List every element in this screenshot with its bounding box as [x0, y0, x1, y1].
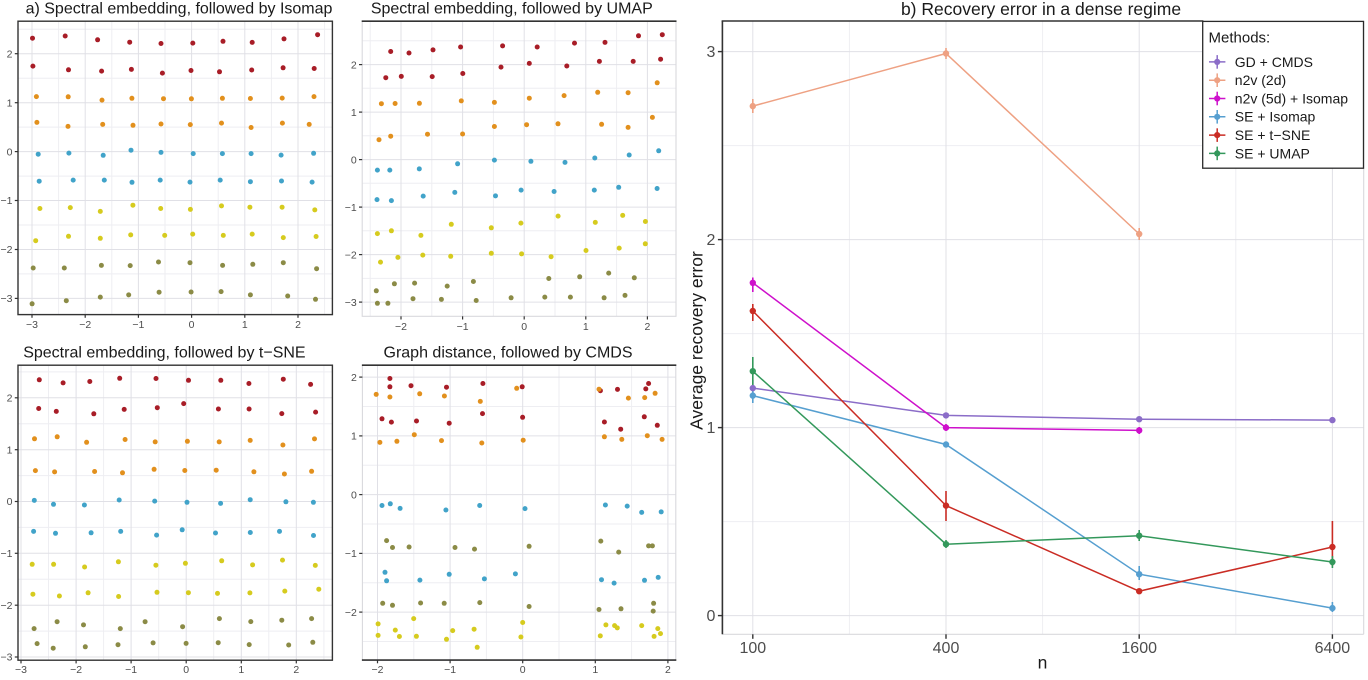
svg-text:−3: −3 — [1, 652, 13, 664]
svg-text:2: 2 — [665, 664, 671, 675]
svg-text:−2: −2 — [345, 607, 357, 619]
svg-text:a) Spectral embedding, followe: a) Spectral embedding, followed by Isoma… — [26, 0, 333, 17]
svg-text:1: 1 — [706, 420, 715, 437]
svg-text:−1: −1 — [1, 548, 13, 560]
svg-text:0: 0 — [706, 608, 715, 625]
svg-text:1: 1 — [7, 444, 13, 456]
svg-text:−3: −3 — [1, 293, 13, 305]
svg-text:−2: −2 — [395, 321, 407, 333]
svg-text:SE + UMAP: SE + UMAP — [1235, 145, 1310, 161]
svg-text:3: 3 — [706, 44, 715, 61]
svg-text:2: 2 — [706, 232, 715, 249]
svg-text:−1: −1 — [345, 202, 357, 214]
svg-text:1: 1 — [583, 321, 589, 333]
svg-text:2: 2 — [351, 59, 357, 71]
svg-text:6400: 6400 — [1315, 640, 1351, 657]
svg-text:2: 2 — [295, 319, 301, 331]
svg-text:n2v (2d): n2v (2d) — [1235, 72, 1286, 88]
svg-text:Graph distance, followed by CM: Graph distance, followed by CMDS — [384, 344, 633, 361]
svg-text:1: 1 — [351, 107, 357, 119]
svg-text:Spectral embedding, followed b: Spectral embedding, followed by t−SNE — [23, 344, 305, 361]
svg-text:GD + CMDS: GD + CMDS — [1235, 54, 1313, 70]
svg-text:−2: −2 — [70, 664, 82, 675]
svg-text:0: 0 — [183, 664, 189, 675]
svg-text:−1: −1 — [125, 664, 137, 675]
svg-text:400: 400 — [933, 640, 960, 657]
svg-text:−1: −1 — [345, 548, 357, 560]
svg-text:1600: 1600 — [1121, 640, 1157, 657]
svg-text:Spectral embedding, followed b: Spectral embedding, followed by UMAP — [371, 0, 653, 17]
svg-text:−3: −3 — [26, 319, 38, 331]
svg-text:0: 0 — [7, 496, 13, 508]
svg-text:Average recovery error: Average recovery error — [687, 251, 707, 430]
svg-text:b) Recovery error in a dense r: b) Recovery error in a dense regime — [901, 0, 1181, 19]
svg-text:1: 1 — [351, 431, 357, 443]
svg-text:1: 1 — [592, 664, 598, 675]
svg-text:1: 1 — [238, 664, 244, 675]
svg-text:−2: −2 — [345, 249, 357, 261]
svg-text:n2v (5d) + Isomap: n2v (5d) + Isomap — [1235, 90, 1348, 106]
svg-text:−2: −2 — [79, 319, 91, 331]
svg-text:1: 1 — [242, 319, 248, 331]
svg-text:−3: −3 — [345, 297, 357, 309]
svg-text:2: 2 — [7, 393, 13, 405]
svg-text:0: 0 — [520, 664, 526, 675]
svg-text:100: 100 — [739, 640, 766, 657]
svg-text:−3: −3 — [15, 664, 27, 675]
svg-text:−2: −2 — [1, 600, 13, 612]
svg-text:−2: −2 — [372, 664, 384, 675]
svg-text:0: 0 — [351, 489, 357, 501]
svg-text:−2: −2 — [1, 244, 13, 256]
svg-text:2: 2 — [644, 321, 650, 333]
svg-text:0: 0 — [521, 321, 527, 333]
svg-text:0: 0 — [351, 154, 357, 166]
svg-text:−1: −1 — [444, 664, 456, 675]
svg-text:−1: −1 — [1, 195, 13, 207]
svg-text:2: 2 — [7, 48, 13, 60]
svg-text:n: n — [1038, 653, 1048, 673]
svg-text:−1: −1 — [132, 319, 144, 331]
svg-text:Methods:: Methods: — [1209, 29, 1271, 46]
svg-text:−1: −1 — [457, 321, 469, 333]
svg-text:0: 0 — [7, 146, 13, 158]
svg-text:SE + t−SNE: SE + t−SNE — [1235, 127, 1310, 143]
svg-text:SE + Isomap: SE + Isomap — [1235, 109, 1316, 125]
svg-text:1: 1 — [7, 97, 13, 109]
svg-text:2: 2 — [293, 664, 299, 675]
svg-text:2: 2 — [351, 372, 357, 384]
svg-text:0: 0 — [189, 319, 195, 331]
